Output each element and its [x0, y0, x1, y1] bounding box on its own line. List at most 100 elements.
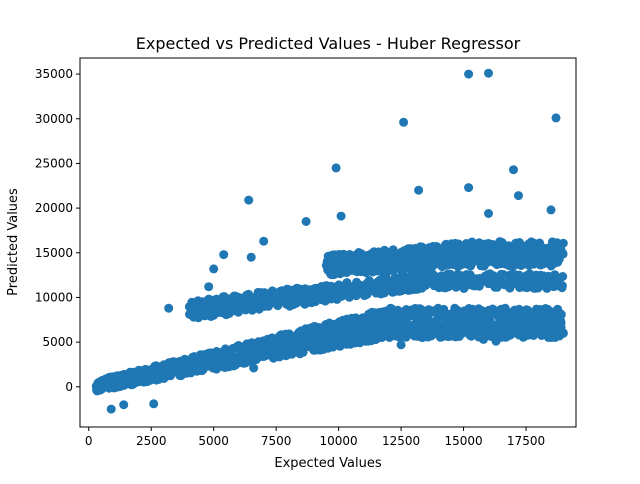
data-point — [149, 399, 159, 409]
data-point — [428, 322, 438, 332]
y-tick-label: 20000 — [35, 201, 73, 215]
data-point — [318, 295, 328, 305]
data-point — [492, 260, 502, 270]
x-axis-label: Expected Values — [274, 456, 381, 471]
data-point — [466, 239, 476, 249]
data-point — [521, 329, 531, 339]
data-point — [238, 302, 247, 312]
data-point — [204, 282, 214, 292]
data-point — [350, 255, 360, 265]
data-point — [551, 113, 561, 123]
data-point — [364, 264, 374, 274]
data-point — [542, 251, 552, 261]
data-point — [366, 254, 376, 264]
data-point — [249, 363, 259, 373]
data-point — [484, 209, 493, 218]
data-point — [375, 288, 385, 297]
data-point — [300, 299, 310, 309]
data-point — [526, 239, 536, 249]
data-point — [373, 333, 382, 343]
data-point — [484, 329, 494, 338]
data-point — [516, 322, 525, 332]
data-point — [313, 286, 323, 295]
points-layer — [91, 68, 568, 414]
data-point — [397, 247, 407, 257]
data-point — [244, 195, 254, 205]
data-point — [262, 290, 272, 300]
data-point — [433, 329, 443, 339]
data-point — [501, 251, 511, 260]
x-tick-label: 15000 — [444, 434, 482, 448]
data-point — [510, 314, 519, 324]
data-point — [525, 259, 535, 269]
data-point — [132, 367, 142, 377]
data-point — [396, 340, 406, 350]
data-point — [546, 205, 556, 215]
data-point — [301, 217, 311, 226]
data-point — [549, 243, 559, 253]
data-point — [405, 309, 415, 319]
data-point — [376, 316, 385, 326]
data-point — [159, 365, 168, 375]
chart-title: Expected vs Predicted Values - Huber Reg… — [136, 34, 521, 53]
data-point — [323, 251, 333, 261]
plot-frame — [79, 57, 577, 428]
x-tick-label: 0 — [85, 434, 93, 448]
data-point — [516, 261, 526, 270]
data-point — [389, 253, 399, 263]
data-point — [298, 288, 307, 297]
data-point — [357, 330, 367, 340]
data-point — [388, 329, 398, 339]
data-point — [164, 303, 174, 313]
data-point — [188, 354, 197, 364]
data-point — [216, 356, 226, 366]
data-point — [360, 280, 370, 290]
data-point — [547, 279, 557, 289]
data-point — [461, 280, 471, 290]
data-point — [534, 249, 543, 259]
data-point — [348, 285, 358, 295]
data-point — [459, 318, 469, 328]
data-point — [235, 293, 245, 303]
data-point — [499, 278, 508, 288]
data-point — [273, 288, 283, 298]
data-point — [331, 163, 341, 173]
data-point — [510, 305, 520, 315]
data-point — [495, 271, 505, 281]
data-point — [536, 330, 546, 339]
x-tick-label: 2500 — [136, 434, 167, 448]
data-point — [479, 334, 488, 344]
x-tick-label: 10000 — [320, 434, 358, 448]
data-point — [406, 284, 416, 294]
x-axis: 0 2500 5000 7500 10000 12500 15000 17500 — [85, 427, 545, 448]
data-point — [210, 298, 220, 308]
data-point — [393, 305, 403, 315]
data-point — [326, 263, 336, 273]
data-point — [441, 252, 451, 262]
data-point — [117, 376, 127, 386]
data-point — [306, 343, 316, 353]
data-point — [410, 331, 419, 341]
data-point — [337, 250, 347, 260]
y-tick-label: 35000 — [35, 67, 73, 81]
data-point — [242, 290, 251, 300]
data-point — [248, 300, 258, 310]
data-point — [497, 238, 507, 247]
data-point — [558, 328, 568, 338]
data-point — [382, 252, 392, 262]
y-axis-label: Predicted Values — [6, 188, 21, 296]
data-point — [179, 358, 189, 368]
data-point — [549, 258, 559, 268]
data-point — [102, 381, 112, 391]
data-point — [320, 329, 330, 339]
data-point — [519, 282, 529, 292]
data-point — [547, 311, 557, 320]
data-point — [393, 317, 403, 327]
data-point — [447, 241, 457, 251]
data-point — [395, 286, 404, 296]
data-point — [422, 259, 432, 268]
data-point — [464, 183, 474, 193]
data-point — [338, 315, 348, 325]
data-point — [409, 254, 419, 264]
